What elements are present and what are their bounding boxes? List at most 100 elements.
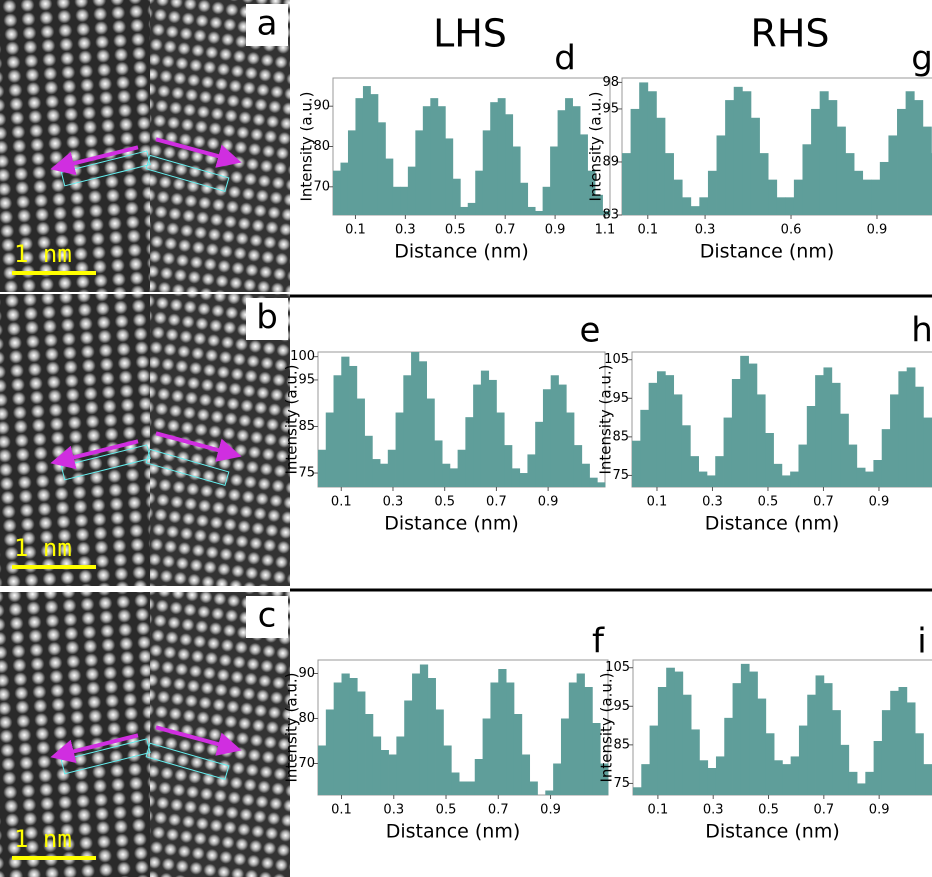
y-tick-label: 75 [613, 776, 630, 791]
bar [395, 412, 404, 487]
bar [482, 718, 491, 795]
bar [467, 202, 476, 215]
bar [445, 138, 454, 215]
scale-bar-label: 1 nm [14, 534, 72, 562]
scale-bar-label: 1 nm [14, 825, 72, 853]
x-tick-label: 0.5 [758, 495, 779, 510]
chart: 75 85 95 100 0.1 0.3 0.5 0.7 0.9 Distance (nm) Int… [283, 311, 606, 535]
y-tick-label: 98 [602, 75, 619, 90]
bar [521, 754, 531, 795]
x-tick-label: 0.9 [540, 803, 561, 818]
bar [396, 736, 405, 795]
bar [665, 375, 675, 487]
bar [742, 91, 752, 215]
bar [340, 162, 349, 215]
x-axis-title: Distance (nm) [394, 241, 529, 263]
bar [568, 682, 578, 795]
bar [349, 678, 358, 795]
bar [898, 687, 908, 795]
bar [699, 197, 709, 215]
bar [707, 170, 717, 215]
x-axis-title: Distance (nm) [700, 241, 835, 263]
bar [832, 710, 841, 795]
panel-label: h [911, 311, 932, 351]
bar [716, 135, 726, 215]
bar [648, 382, 658, 487]
bar [923, 764, 932, 795]
bar [387, 449, 396, 487]
bar [647, 91, 657, 215]
bar [460, 206, 469, 215]
bar [427, 678, 436, 795]
bar [873, 460, 883, 487]
x-tick-label: 0.9 [869, 803, 890, 818]
x-tick-label: 0.5 [445, 223, 466, 238]
panel-label: g [911, 39, 932, 79]
x-tick-label: 0.5 [434, 495, 455, 510]
x-tick-label: 1.1 [595, 223, 616, 238]
y-tick-label: 90 [298, 666, 315, 681]
arrow [155, 137, 242, 168]
bar [333, 170, 341, 215]
bar [419, 664, 429, 795]
y-tick-label: 85 [613, 737, 630, 752]
bar [545, 790, 554, 795]
bar [602, 210, 611, 215]
bar [443, 745, 452, 795]
chart: 75 85 95 105 0.1 0.3 0.5 0.7 0.9 Distance (nm) Int… [598, 622, 932, 843]
y-tick-label: 89 [602, 154, 619, 169]
bar [906, 367, 916, 487]
bar [392, 186, 401, 215]
bar [434, 440, 443, 487]
bar [641, 764, 650, 795]
bar [542, 389, 552, 487]
bar [459, 781, 468, 795]
x-tick-label: 0.7 [813, 803, 834, 818]
bar [840, 413, 849, 487]
bar [520, 182, 529, 215]
x-tick-label: 0.7 [488, 803, 509, 818]
y-tick-label: 80 [313, 139, 330, 154]
arrow [155, 725, 242, 756]
x-axis-title: Distance (nm) [384, 513, 519, 535]
bar [512, 146, 521, 215]
label-box [246, 4, 288, 46]
bar [757, 698, 767, 795]
bar [632, 440, 641, 487]
bar [403, 375, 412, 487]
bar [815, 675, 825, 795]
x-tick-label: 0.3 [703, 803, 724, 818]
bar [557, 110, 566, 215]
bar [362, 86, 371, 215]
x-tick-label: 0.1 [648, 803, 669, 818]
bar [497, 98, 506, 215]
bar [442, 463, 451, 487]
bar [639, 82, 649, 215]
panel-label: f [592, 622, 605, 662]
y-axis-title: Intensity (a.u.) [283, 673, 301, 783]
x-tick-label: 0.1 [637, 223, 658, 238]
profile-box [145, 154, 230, 193]
arrow [155, 431, 242, 462]
bar [426, 398, 435, 487]
bar [750, 117, 760, 215]
bar [673, 394, 683, 487]
x-tick-label: 0.3 [695, 223, 716, 238]
panel-label: d [554, 39, 576, 79]
bar [733, 86, 743, 215]
bar [856, 467, 866, 487]
bar [600, 763, 609, 795]
bar [798, 725, 808, 795]
bar [879, 161, 889, 215]
bar [325, 412, 334, 487]
bar [898, 371, 908, 487]
bar [498, 669, 507, 795]
bar [731, 379, 741, 487]
bar [806, 406, 816, 487]
y-tick-label: 85 [298, 419, 315, 434]
bar [318, 745, 327, 795]
panel-label: e [580, 311, 601, 351]
bar [776, 197, 786, 215]
x-tick-label: 0.3 [702, 495, 723, 510]
bar [715, 756, 725, 795]
